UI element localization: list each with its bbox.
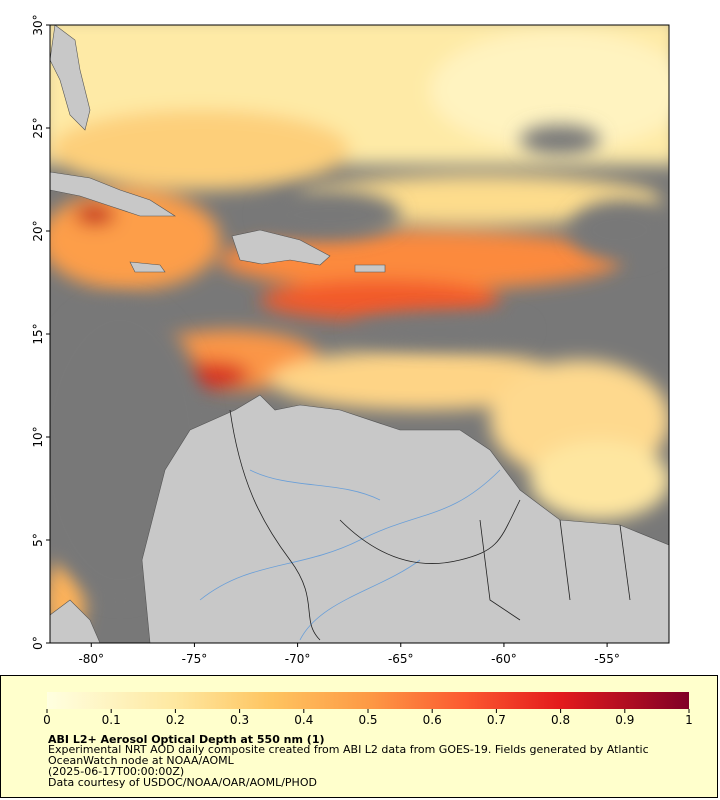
colorbar-tick-label: 0.3 [230, 713, 249, 727]
caption-line: (2025-06-17T00:00:00Z) [48, 765, 184, 778]
colorbar [47, 692, 689, 709]
colorbar-tick-label: 0.5 [358, 713, 377, 727]
caption-line: Experimental NRT AOD daily composite cre… [48, 743, 649, 756]
y-tick-label: 0° [31, 636, 45, 650]
map-imagery [50, 25, 669, 643]
y-tick-label: 25° [31, 117, 45, 138]
x-tick-label: -70° [285, 652, 311, 666]
colorbar-tick-label: 0.4 [294, 713, 313, 727]
y-tick-label: 20° [31, 220, 45, 241]
x-tick-label: -75° [182, 652, 208, 666]
colorbar-tick-label: 0.1 [102, 713, 121, 727]
y-tick-label: 30° [31, 14, 45, 35]
colorbar-tick-label: 1 [685, 713, 693, 727]
x-tick-label: -80° [78, 652, 104, 666]
caption-line: OceanWatch node at NOAA/AOML [48, 754, 235, 767]
y-tick-label: 15° [31, 323, 45, 344]
colorbar-tick-label: 0.7 [487, 713, 506, 727]
colorbar-tick-label: 0.6 [423, 713, 442, 727]
colorbar-tick-label: 0.2 [166, 713, 185, 727]
x-tick-label: -60° [491, 652, 517, 666]
caption-line: Data courtesy of USDOC/NOAA/OAR/AOML/PHO… [48, 776, 317, 789]
colorbar-tick-label: 0.8 [551, 713, 570, 727]
x-tick-label: -65° [388, 652, 414, 666]
colorbar-tick-label: 0 [43, 713, 51, 727]
y-tick-label: 10° [31, 426, 45, 447]
x-tick-label: -55° [594, 652, 620, 666]
y-tick-label: 5° [31, 533, 45, 547]
colorbar-tick-label: 0.9 [615, 713, 634, 727]
caption-title: ABI L2+ Aerosol Optical Depth at 550 nm … [48, 733, 325, 746]
